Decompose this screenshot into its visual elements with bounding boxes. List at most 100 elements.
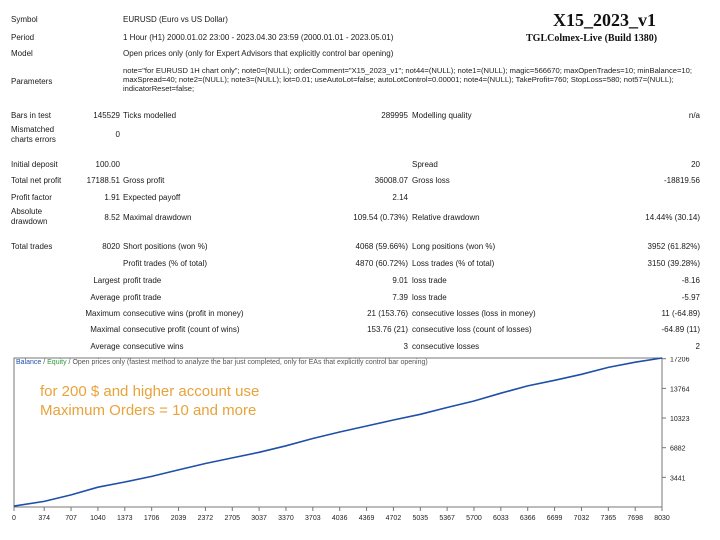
ticks-modelled-value: 289995 [381,111,408,120]
average-loss-label: loss trade [412,293,447,302]
y-tick-label: 3441 [670,475,686,482]
symbol-value: EURUSD (Euro vs US Dollar) [123,15,228,24]
average-label: Average [90,293,120,302]
short-positions-value: 4068 (59.66%) [355,242,408,251]
relative-drawdown-label: Relative drawdown [412,213,480,222]
legend-equity: Equity [47,359,67,366]
avg-cons-losses-label: consecutive losses [412,342,480,351]
model-label: Model [11,49,33,58]
modelling-quality-label: Modelling quality [412,111,472,120]
symbol-label: Symbol [11,15,38,24]
y-tick-label: 13764 [670,386,690,393]
max-cons-wins-label: consecutive wins (profit in money) [123,309,244,318]
average-loss-value: -5.97 [681,293,700,302]
x-tick-label: 2039 [171,515,187,522]
x-tick-label: 6033 [493,515,509,522]
initial-deposit-value: 100.00 [95,160,120,169]
ticks-modelled-label: Ticks modelled [123,111,177,120]
period-label: Period [11,33,35,42]
x-tick-label: 6699 [547,515,563,522]
maximum-label: Maximum [85,309,120,318]
chart-note-line1: for 200 $ and higher account use [40,383,260,400]
largest-label: Largest [93,276,120,285]
profit-trades-value: 4870 (60.72%) [355,259,408,268]
legend-description: / Open prices only (fastest method to an… [66,359,428,366]
profit-factor-value: 1.91 [104,193,120,202]
largest-profit-value: 9.01 [392,276,408,285]
expected-payoff-label: Expected payoff [123,193,181,202]
gross-profit-value: 36008.07 [374,176,408,185]
x-tick-label: 3037 [251,515,267,522]
model-value: Open prices only (only for Expert Adviso… [123,49,394,58]
x-tick-label: 1706 [144,515,160,522]
x-tick-label: 4369 [359,515,375,522]
y-tick-label: 6882 [670,446,686,453]
loss-trades-label: Loss trades (% of total) [412,259,495,268]
gross-profit-label: Gross profit [123,176,165,185]
x-tick-label: 2705 [224,515,240,522]
chart-note-line2: Maximum Orders = 10 and more [40,402,257,419]
total-net-profit-label: Total net profit [11,176,62,185]
maximal-cons-profit-value: 153.76 (21) [367,325,408,334]
max-cons-losses-value: 11 (-64.89) [661,309,700,318]
maximal-drawdown-label: Maximal drawdown [123,213,192,222]
maximal-drawdown-value: 109.54 (0.73%) [353,213,408,222]
average2-label: Average [90,342,120,351]
average-profit-label: profit trade [123,293,162,302]
avg-cons-losses-value: 2 [695,342,700,351]
x-tick-label: 0 [12,515,16,522]
x-tick-label: 3703 [305,515,321,522]
mismatched-label: Mismatched charts errors [11,125,56,144]
absolute-drawdown-label: Absolute drawdown [11,207,48,226]
x-tick-label: 4036 [332,515,348,522]
long-positions-value: 3952 (61.82%) [647,242,700,251]
balance-chart-svg: 0 374 707 1040 1373 1706 2039 2372 2705 3037 3370 3… [12,357,690,522]
profit-factor-label: Profit factor [11,193,52,202]
loss-trades-value: 3150 (39.28%) [647,259,700,268]
avg-cons-wins-value: 3 [403,342,408,351]
x-tick-label: 707 [65,515,77,522]
maximal-cons-loss-value: -64.89 (11) [661,325,700,334]
maximal-cons-profit-label: consecutive profit (count of wins) [123,325,240,334]
legend-separator: / [41,359,48,366]
parameters-label: Parameters [11,77,53,86]
spread-value: 20 [691,160,700,169]
maximal-cons-loss-label: consecutive loss (count of losses) [412,325,532,334]
y-tick-label: 17206 [670,357,690,364]
x-tick-label: 1040 [90,515,106,522]
x-tick-label: 8030 [654,515,670,522]
largest-profit-label: profit trade [123,276,162,285]
x-tick-label: 6366 [520,515,536,522]
max-cons-wins-value: 21 (153.76) [367,309,408,318]
x-tick-label: 2372 [198,515,214,522]
y-tick-label: 10323 [670,416,690,423]
x-tick-label: 7032 [574,515,590,522]
total-trades-value: 8020 [102,242,120,251]
total-net-profit-value: 17188.51 [86,176,120,185]
modelling-quality-value: n/a [688,111,700,120]
absolute-drawdown-value: 8.52 [104,213,120,222]
report-title: X15_2023_v1 [553,10,656,30]
maximal-label: Maximal [90,325,120,334]
largest-loss-value: -8.16 [681,276,700,285]
initial-deposit-label: Initial deposit [11,160,58,169]
x-tick-label: 374 [38,515,50,522]
x-tick-label: 3370 [278,515,294,522]
bars-in-test-label: Bars in test [11,111,52,120]
mismatched-value: 0 [115,130,120,139]
parameters-value: note="for EURUSD 1H chart only"; note0=(… [123,66,692,93]
period-value: 1 Hour (H1) 2000.01.02 23:00 - 2023.04.3… [123,33,394,42]
chart-legend: Balance / Equity / Open prices only (fas… [16,359,428,366]
legend-balance: Balance [16,359,42,366]
total-trades-label: Total trades [11,242,53,251]
x-tick-label: 5367 [439,515,455,522]
short-positions-label: Short positions (won %) [123,242,208,251]
gross-loss-label: Gross loss [412,176,450,185]
balance-chart: 0 374 707 1040 1373 1706 2039 2372 2705 3037 3370 3… [12,357,692,535]
avg-cons-wins-label: consecutive wins [123,342,184,351]
x-tick-label: 7698 [627,515,643,522]
long-positions-label: Long positions (won %) [412,242,496,251]
max-cons-losses-label: consecutive losses (loss in money) [412,309,536,318]
profit-trades-label: Profit trades (% of total) [123,259,208,268]
x-tick-label: 5700 [466,515,482,522]
